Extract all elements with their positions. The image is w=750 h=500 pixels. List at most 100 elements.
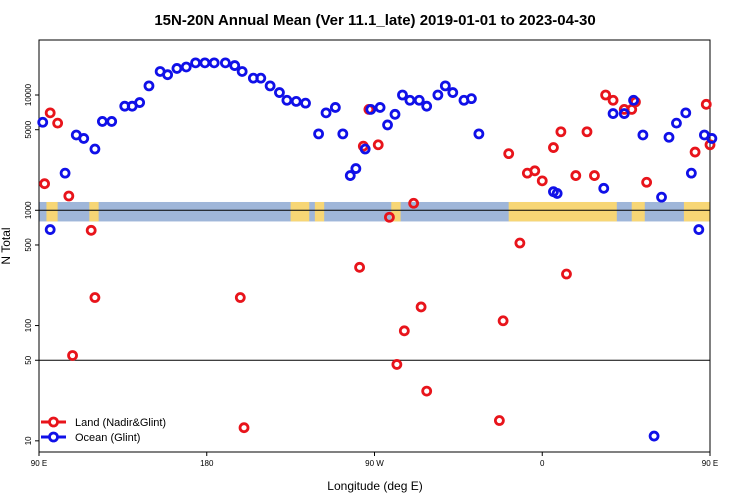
land-point — [234, 292, 246, 303]
y-tick-label: 10000 — [24, 83, 33, 106]
map-land-patch — [631, 201, 645, 222]
legend-ocean-marker — [48, 431, 59, 443]
ocean-point — [78, 133, 90, 144]
ocean-point — [685, 167, 697, 179]
ocean-point — [219, 57, 231, 69]
ocean-point — [180, 61, 192, 73]
land-point — [700, 98, 712, 110]
land-point — [85, 224, 97, 236]
map-land-patch — [89, 201, 99, 222]
land-point — [581, 126, 593, 138]
chart-title: 15N-20N Annual Mean (Ver 11.1_late) 2019… — [154, 12, 595, 29]
ocean-point — [374, 102, 386, 113]
ocean-point — [199, 57, 211, 69]
ocean-point — [671, 117, 682, 129]
ocean-point — [466, 93, 477, 105]
ocean-point — [37, 116, 49, 128]
x-axis-label: Longitude (deg E) — [327, 479, 422, 493]
land-point — [384, 211, 395, 223]
ocean-point — [663, 131, 675, 143]
ocean-point — [229, 60, 241, 71]
ocean-point — [96, 116, 108, 127]
map-land-patch — [508, 201, 617, 222]
x-axis: 90 E 180 90 W 0 90 E — [31, 452, 718, 468]
land-point — [52, 117, 64, 129]
land-point — [408, 197, 420, 209]
ocean-point — [382, 119, 393, 131]
land-point — [354, 261, 365, 273]
ocean-point — [551, 188, 563, 199]
x-tick-label: 90 E — [702, 459, 718, 468]
y-tick-label: 500 — [24, 238, 33, 252]
legend-land-label: Land (Nadir&Glint) — [75, 417, 166, 429]
land-point — [67, 350, 78, 361]
y-axis-label: N Total — [0, 227, 13, 264]
map-land-patch — [314, 201, 325, 222]
ocean-point — [162, 69, 174, 81]
ocean-point — [106, 116, 118, 127]
land-point — [391, 359, 403, 370]
ocean-point — [44, 224, 56, 235]
land-point — [39, 178, 50, 190]
ocean-point — [171, 63, 183, 74]
ocean-point — [134, 97, 146, 108]
land-point — [589, 170, 600, 181]
land-point — [570, 170, 582, 181]
ocean-point — [350, 163, 362, 174]
legend-ocean-label: Ocean (Glint) — [75, 432, 140, 444]
ocean-point — [208, 57, 220, 69]
y-tick-label: 100 — [24, 318, 33, 332]
y-axis: 10 50 100 500 1000 5000 10000 — [24, 83, 39, 445]
ocean-point — [313, 128, 324, 140]
reference-lines — [39, 209, 710, 361]
ocean-point — [404, 94, 416, 106]
land-point — [44, 107, 56, 119]
ocean-point — [274, 87, 285, 98]
ocean-point — [397, 89, 408, 101]
land-point — [89, 292, 101, 303]
ocean-point — [618, 108, 630, 119]
land-point — [536, 175, 548, 187]
ocean-point — [281, 94, 293, 106]
land-point — [415, 301, 427, 313]
world-map-band — [39, 201, 710, 222]
ocean-point — [413, 94, 425, 106]
y-tick-label: 5000 — [24, 120, 33, 138]
x-tick-label: 90 W — [365, 459, 384, 468]
ocean-point — [89, 143, 101, 155]
ocean-point — [706, 133, 718, 144]
ocean-point — [264, 80, 276, 92]
ocean-point — [648, 430, 660, 442]
ocean-point — [432, 89, 444, 101]
ocean-point — [300, 97, 311, 109]
ocean-point — [290, 96, 302, 107]
map-land-patch — [290, 201, 310, 222]
land-point — [555, 126, 567, 138]
land-point — [372, 139, 384, 151]
land-point — [503, 148, 515, 160]
ocean-point — [329, 102, 341, 113]
ocean-point — [598, 182, 610, 194]
x-tick-label: 180 — [200, 459, 214, 468]
land-point — [238, 422, 250, 434]
ocean-point — [607, 108, 619, 119]
ocean-point — [447, 87, 459, 98]
data-points — [37, 57, 718, 442]
ocean-point — [680, 107, 692, 119]
land-point — [421, 385, 433, 397]
ocean-point — [337, 128, 349, 140]
map-land-patch — [46, 201, 58, 222]
land-point — [63, 190, 75, 202]
land-point — [561, 268, 572, 280]
land-point — [529, 165, 541, 177]
ocean-point — [255, 72, 267, 84]
ocean-point — [693, 224, 705, 235]
ocean-point — [439, 80, 451, 92]
land-point — [607, 94, 619, 106]
y-tick-label: 50 — [24, 355, 33, 364]
land-point — [497, 315, 509, 327]
ocean-point — [365, 104, 377, 115]
land-point — [548, 142, 559, 153]
x-tick-label: 90 E — [31, 459, 47, 468]
ocean-point — [473, 128, 485, 140]
